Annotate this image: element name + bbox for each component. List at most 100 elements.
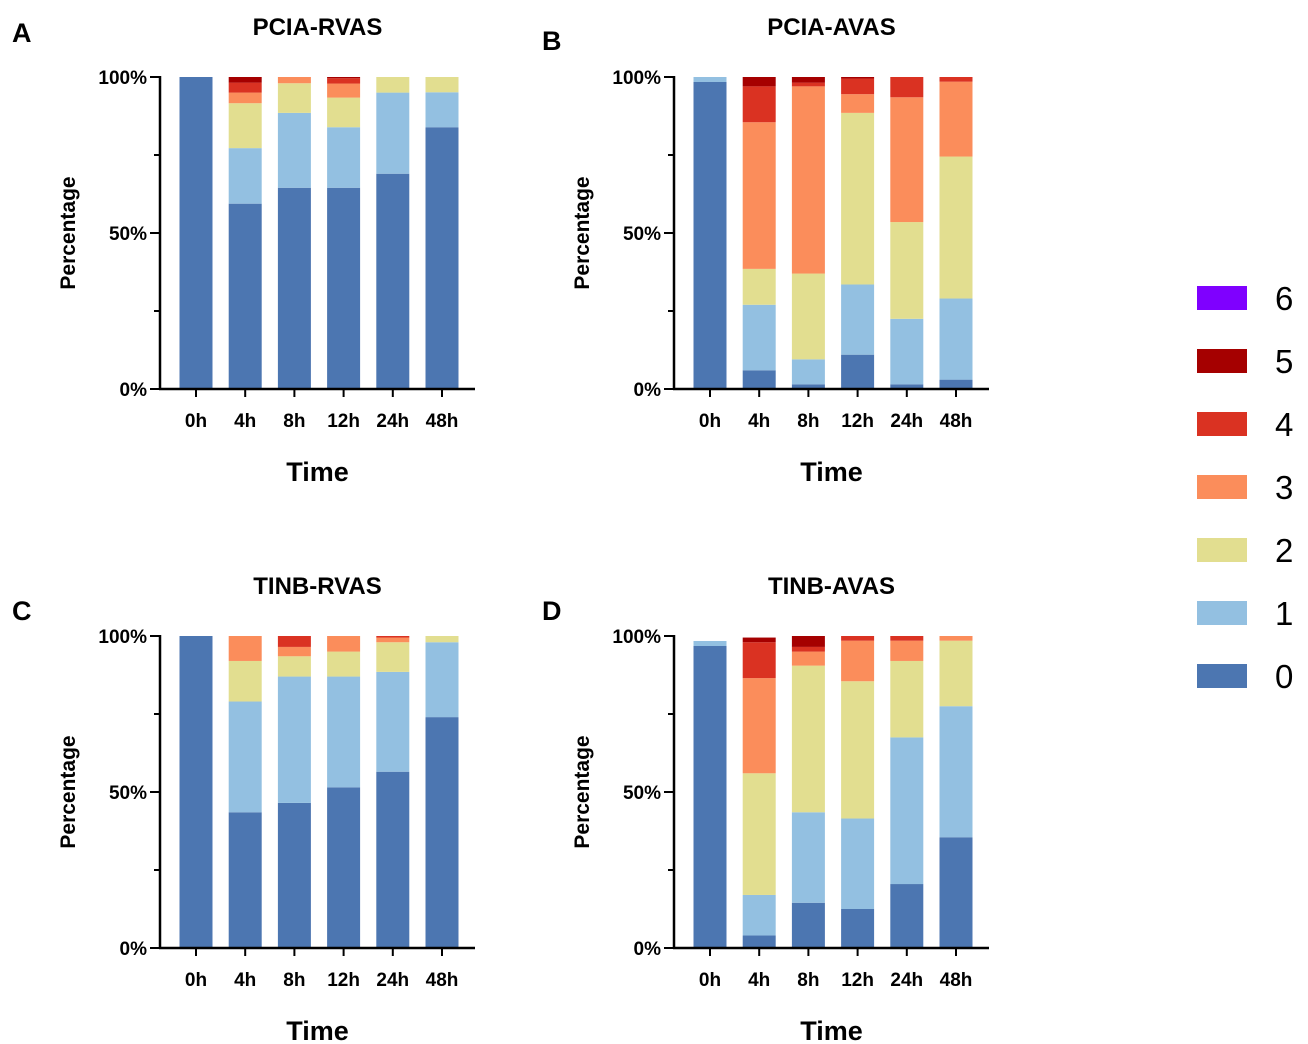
y-tick-label: 50% bbox=[623, 783, 661, 804]
x-tick-label: 0h bbox=[185, 970, 207, 991]
bar-segment-48h-level-2 bbox=[425, 636, 459, 643]
bar-segment-0h-level-1 bbox=[693, 77, 727, 82]
bar-segment-48h-level-2 bbox=[939, 156, 973, 299]
x-tick-label: 12h bbox=[327, 970, 360, 991]
bar-segment-4h-level-1 bbox=[228, 148, 262, 204]
bar-segment-12h-level-4 bbox=[327, 78, 361, 84]
bar-segment-48h-level-3 bbox=[939, 636, 973, 641]
y-axis-title: Percentage bbox=[571, 735, 594, 848]
legend-label-0: 0 bbox=[1275, 658, 1293, 695]
bar-segment-0h-level-1 bbox=[693, 640, 727, 646]
bar-segment-48h-level-1 bbox=[939, 298, 973, 380]
bar-segment-8h-level-2 bbox=[277, 656, 311, 677]
x-axis-title: Time bbox=[286, 1016, 349, 1044]
x-tick-label: 8h bbox=[797, 411, 819, 432]
bar-segment-12h-level-0 bbox=[841, 354, 875, 389]
bar-segment-12h-level-3 bbox=[327, 83, 361, 98]
bar-segment-24h-level-1 bbox=[376, 92, 410, 174]
bar-segment-8h-level-0 bbox=[277, 802, 311, 948]
bar-segment-48h-level-0 bbox=[425, 717, 459, 948]
bar-segment-48h-level-1 bbox=[425, 92, 459, 128]
bar-segment-24h-level-2 bbox=[890, 660, 924, 738]
bar-segment-24h-level-1 bbox=[890, 318, 924, 385]
bar-segment-4h-level-4 bbox=[742, 86, 776, 123]
x-tick-label: 48h bbox=[426, 411, 459, 432]
bar-segment-48h-level-0 bbox=[939, 837, 973, 948]
bar-segment-8h-level-2 bbox=[791, 665, 825, 813]
bar-segment-48h-level-1 bbox=[425, 642, 459, 718]
legend-swatch-4 bbox=[1197, 412, 1247, 436]
panel-letter: A bbox=[12, 18, 32, 48]
legend-label-2: 2 bbox=[1275, 532, 1293, 569]
bar-segment-4h-level-2 bbox=[742, 268, 776, 305]
y-axis-title: Percentage bbox=[57, 176, 80, 289]
bar-segment-12h-level-2 bbox=[841, 681, 875, 819]
bar-segment-24h-level-2 bbox=[376, 642, 410, 672]
y-axis-title: Percentage bbox=[57, 735, 80, 848]
x-tick-label: 0h bbox=[185, 411, 207, 432]
bar-segment-4h-level-3 bbox=[228, 636, 262, 661]
x-tick-label: 4h bbox=[748, 970, 770, 991]
bar-segment-48h-level-2 bbox=[939, 640, 973, 707]
bar-segment-24h-level-1 bbox=[890, 737, 924, 885]
chart-title: TINB-AVAS bbox=[768, 573, 895, 600]
chart-title: PCIA-AVAS bbox=[767, 14, 895, 41]
panel-b: PCIA-AVAS 0% 50% 100% 0h 4h 8h 12h 24h 48h Time Per… bbox=[571, 14, 989, 487]
bar-segment-4h-level-4 bbox=[228, 82, 262, 93]
bar-segment-24h-level-4 bbox=[890, 636, 924, 641]
bar-segment-12h-level-1 bbox=[327, 676, 361, 788]
x-tick-label: 24h bbox=[376, 411, 409, 432]
y-axis-title: Percentage bbox=[571, 176, 594, 289]
bar-segment-8h-level-1 bbox=[277, 112, 311, 188]
bar-segment-24h-level-3 bbox=[376, 637, 410, 643]
x-tick-label: 4h bbox=[234, 970, 256, 991]
bar-segment-24h-level-0 bbox=[376, 173, 410, 389]
bar-segment-12h-level-2 bbox=[841, 112, 875, 285]
bar-segment-8h-level-2 bbox=[791, 273, 825, 360]
panel-d: TINB-AVAS 0% 50% 100% 0h 4h 8h 12h 24h 48h Time Per… bbox=[571, 573, 989, 1044]
panel-a: PCIA-RVAS 0% 50% 100% 0h 4h 8h 12h 24h 48h Time Per… bbox=[57, 14, 475, 487]
x-tick-label: 24h bbox=[890, 411, 923, 432]
bar-segment-0h-level-0 bbox=[179, 77, 213, 389]
x-tick-label: 12h bbox=[327, 411, 360, 432]
x-tick-label: 8h bbox=[797, 970, 819, 991]
bar-segment-12h-level-0 bbox=[327, 187, 361, 389]
x-tick-label: 48h bbox=[940, 411, 973, 432]
bar-segment-24h-level-4 bbox=[890, 77, 924, 98]
legend-swatch-5 bbox=[1197, 349, 1247, 373]
legend-label-3: 3 bbox=[1275, 469, 1293, 506]
bar-segment-4h-level-5 bbox=[742, 77, 776, 87]
bar-segment-8h-level-1 bbox=[791, 359, 825, 385]
bar-segment-8h-level-5 bbox=[791, 636, 825, 647]
x-tick-label: 12h bbox=[841, 970, 874, 991]
bar-segment-4h-level-3 bbox=[228, 92, 262, 104]
x-tick-label: 0h bbox=[699, 411, 721, 432]
legend-swatch-0 bbox=[1197, 664, 1247, 688]
bar-segment-8h-level-4 bbox=[791, 82, 825, 87]
panel-letter: B bbox=[542, 26, 562, 56]
bar-segment-0h-level-0 bbox=[693, 81, 727, 389]
chart-title: PCIA-RVAS bbox=[253, 14, 383, 41]
y-tick-label: 100% bbox=[98, 68, 147, 89]
bar-segment-4h-level-2 bbox=[742, 773, 776, 895]
y-tick-label: 100% bbox=[612, 68, 661, 89]
bar-segment-4h-level-0 bbox=[742, 370, 776, 389]
bar-segment-12h-level-0 bbox=[841, 909, 875, 948]
bar-segment-48h-level-0 bbox=[939, 379, 973, 389]
bar-segment-8h-level-1 bbox=[791, 812, 825, 903]
bar-segment-4h-level-0 bbox=[228, 203, 262, 389]
bar-segment-8h-level-0 bbox=[277, 187, 311, 389]
legend-swatch-1 bbox=[1197, 601, 1247, 625]
legend-swatch-2 bbox=[1197, 538, 1247, 562]
bar-segment-24h-level-0 bbox=[890, 884, 924, 948]
x-axis-title: Time bbox=[286, 457, 349, 487]
y-tick-label: 50% bbox=[623, 224, 661, 245]
bar-segment-4h-level-4 bbox=[742, 642, 776, 679]
y-tick-label: 0% bbox=[634, 380, 662, 401]
bar-segment-8h-level-3 bbox=[277, 646, 311, 657]
bar-segment-12h-level-2 bbox=[327, 97, 361, 128]
x-axis-title: Time bbox=[800, 457, 863, 487]
y-tick-label: 100% bbox=[612, 627, 661, 648]
y-tick-label: 50% bbox=[109, 783, 147, 804]
